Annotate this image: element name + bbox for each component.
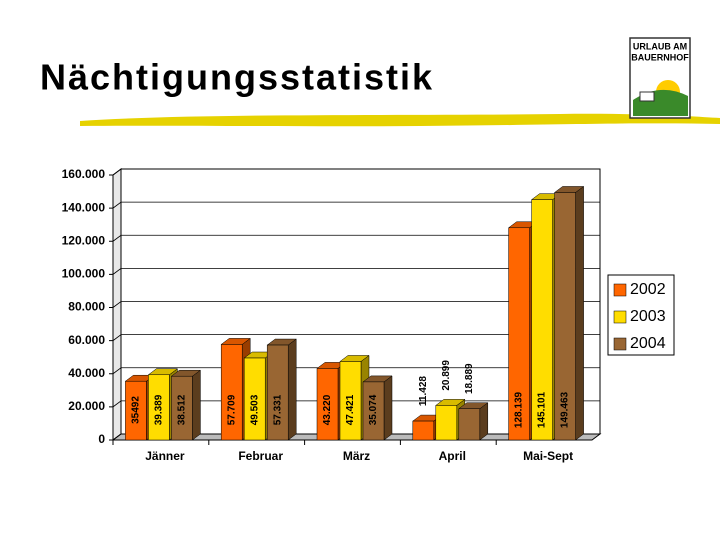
value-label: 57.709 (226, 394, 237, 425)
value-label: 47.421 (345, 394, 356, 425)
bar (243, 357, 266, 441)
x-tick-label: April (439, 449, 466, 463)
grid-line (112, 201, 600, 209)
value-label: 149.463 (560, 391, 571, 428)
y-tick-label: 0 (98, 432, 105, 446)
value-label: 35.074 (368, 394, 379, 425)
bar (266, 344, 289, 441)
y-tick-label: 60.000 (68, 333, 105, 347)
bar-side (192, 369, 201, 441)
y-tick-label: 100.000 (62, 267, 106, 281)
y-tick-label: 120.000 (62, 233, 106, 247)
bar (435, 405, 458, 441)
y-tick-label: 160.000 (62, 167, 106, 181)
title-underline (80, 113, 720, 127)
value-label: 38.512 (177, 394, 188, 425)
x-tick-label: Jänner (145, 449, 185, 463)
grid-line (112, 400, 600, 408)
y-tick-label: 40.000 (68, 366, 105, 380)
bar-side (287, 338, 297, 441)
bar-side (575, 185, 584, 441)
bar (220, 344, 243, 441)
bar (171, 375, 193, 441)
legend-swatch (613, 283, 627, 297)
grid-line (112, 367, 600, 375)
x-tick-label: Februar (238, 449, 283, 463)
y-tick-label: 140.000 (62, 200, 106, 214)
value-label: 57.331 (272, 394, 283, 425)
grid-line (112, 168, 600, 176)
x-tick-label: Mai-Sept (523, 449, 573, 463)
y-tick-label: 20.000 (68, 399, 105, 413)
slide-title: Nächtigungsstatistik (40, 57, 434, 98)
grid-line (112, 301, 600, 308)
bar (125, 380, 147, 441)
legend-label: 2002 (630, 281, 666, 298)
bar (148, 374, 170, 441)
bar (508, 227, 530, 441)
value-label: 11.428 (418, 376, 429, 406)
value-label: 35492 (131, 396, 142, 424)
grid-line (112, 234, 600, 242)
bar (412, 420, 435, 441)
bar (554, 192, 576, 441)
legend-label: 2003 (630, 308, 666, 325)
logo-text: BAUERNHOF (631, 52, 689, 62)
value-label: 145.101 (537, 391, 548, 428)
logo: URLAUB AM BAUERNHOF (629, 37, 691, 119)
value-label: 49.503 (249, 394, 260, 425)
bar (362, 381, 385, 441)
logo-text: URLAUB AM (633, 41, 687, 51)
y-tick-label: 80.000 (68, 300, 105, 314)
value-label: 20.899 (441, 360, 452, 391)
logo-house (639, 91, 655, 102)
bar (339, 361, 362, 441)
bar-side (479, 402, 489, 441)
grid-line (112, 334, 600, 341)
legend-swatch (613, 310, 627, 324)
value-label: 39.389 (154, 394, 165, 425)
grid-line (112, 267, 600, 275)
bar-side (383, 375, 393, 441)
value-label: 43.220 (322, 394, 333, 425)
legend-label: 2004 (630, 335, 666, 352)
bar (458, 408, 481, 441)
x-tick-label: März (343, 449, 370, 463)
value-label: 128.139 (514, 391, 525, 428)
value-label: 18.889 (464, 363, 475, 394)
bar (531, 199, 553, 441)
legend-swatch (613, 337, 627, 351)
bar (316, 368, 339, 441)
